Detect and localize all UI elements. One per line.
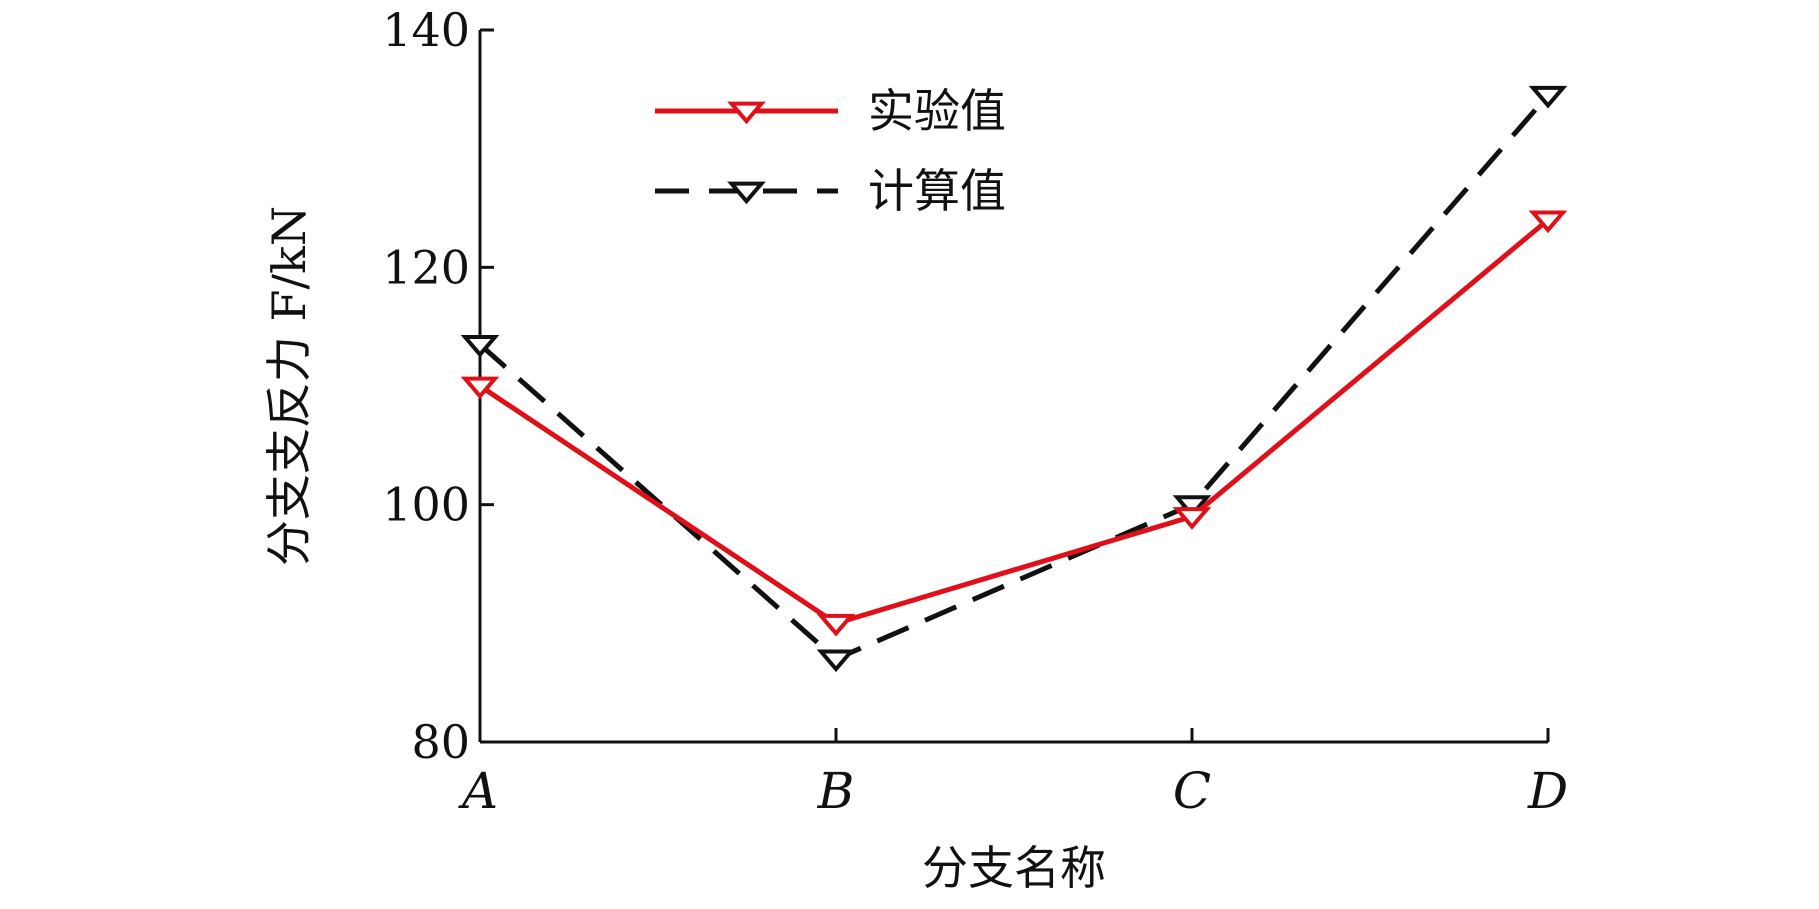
y-tick-label: 140 [382,3,470,57]
series-lines [460,85,1568,673]
y-tick-label: 120 [382,240,470,294]
axes [478,30,1548,744]
y-tick-label: 80 [411,715,470,769]
data-point [1528,210,1568,234]
legend-marker [727,181,766,205]
x-axis-title: 分支名称 [922,841,1106,895]
legend-label: 计算值 [868,164,1006,218]
series-2 [460,85,1568,673]
data-point [1172,495,1212,518]
data-point [816,613,856,637]
axis-labels: 分支名称 分支支反力 F/kN [262,206,1106,895]
data-point [460,376,500,400]
legend-marker [727,101,766,125]
x-tick-label: A [458,762,498,820]
x-tick-label: D [1527,762,1568,820]
y-tick-label: 100 [382,478,470,532]
legend-label: 实验值 [868,84,1006,138]
y-axis-title: 分支支反力 F/kN [262,206,316,566]
legend-item: 计算值 [655,164,1006,218]
data-point [816,649,856,673]
series-line [478,217,1550,626]
data-point [1528,85,1568,109]
series-line [478,93,1550,662]
x-tick-label: B [817,762,855,820]
data-point [460,335,500,358]
tick-marks: 80 100 120 140 A B C D [382,3,1568,820]
data-point [1172,507,1212,530]
legend-item: 实验值 [655,84,1006,138]
series-1 [460,210,1568,637]
x-tick-label: C [1173,762,1211,820]
